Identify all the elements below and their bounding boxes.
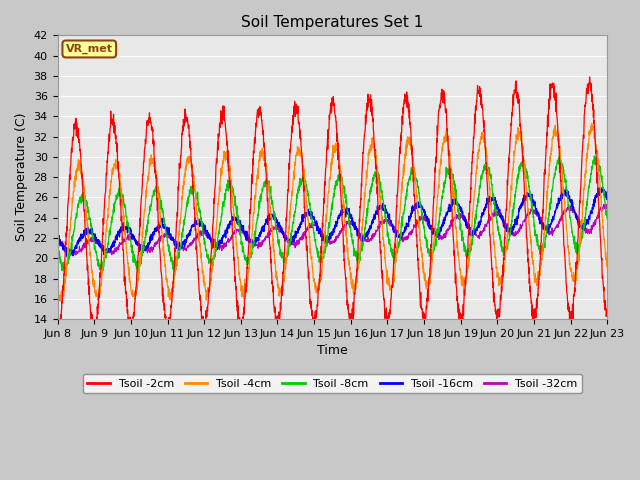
X-axis label: Time: Time bbox=[317, 344, 348, 357]
Y-axis label: Soil Temperature (C): Soil Temperature (C) bbox=[15, 113, 28, 241]
Text: VR_met: VR_met bbox=[66, 44, 113, 54]
Title: Soil Temperatures Set 1: Soil Temperatures Set 1 bbox=[241, 15, 424, 30]
Legend: Tsoil -2cm, Tsoil -4cm, Tsoil -8cm, Tsoil -16cm, Tsoil -32cm: Tsoil -2cm, Tsoil -4cm, Tsoil -8cm, Tsoi… bbox=[83, 374, 582, 393]
